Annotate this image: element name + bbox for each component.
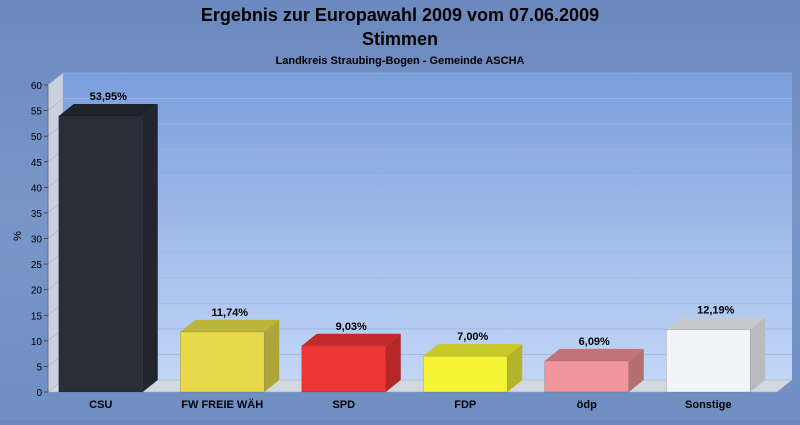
y-tick-label: 50 (31, 132, 43, 143)
y-tick-label: 35 (31, 209, 43, 220)
chart-title: Ergebnis zur Europawahl 2009 vom 07.06.2… (201, 5, 599, 25)
bar (422, 355, 508, 393)
x-tick-label: ödp (577, 399, 597, 411)
y-axis-label: % (12, 231, 24, 241)
y-tick-label: 30 (31, 235, 43, 246)
bar-side (142, 103, 158, 392)
gridline-side (47, 72, 64, 86)
bar-top (180, 319, 280, 332)
bar-top (544, 348, 644, 361)
plot-area: 0 5 10 15 20 25 30 35 40 45 50 55 60 53,95% CSU 11,74% F… (31, 72, 793, 411)
y-tick-label: 45 (31, 158, 43, 169)
y-tick-label: 25 (31, 260, 43, 271)
bar-data-label: 6,09% (579, 336, 610, 348)
bar (544, 360, 630, 393)
bar-top (666, 317, 766, 330)
y-tick-label: 0 (36, 388, 42, 399)
x-tick-label: FW FREIE WÄH (181, 398, 263, 411)
x-tick-label: SPD (332, 399, 355, 411)
x-tick-label: FDP (454, 399, 476, 411)
bar-side (385, 333, 401, 392)
y-tick-label: 55 (31, 107, 43, 118)
chart-region-label: Landkreis Straubing-Bogen - Gemeinde ASC… (276, 55, 525, 67)
bar (301, 345, 387, 393)
bar-side (750, 317, 766, 392)
x-tick-label: Sonstige (685, 399, 731, 411)
bar-side (264, 319, 280, 392)
bar-top (423, 344, 523, 357)
bar (179, 331, 265, 393)
bar (665, 329, 751, 393)
bar-data-label: 9,03% (336, 321, 367, 333)
bar-top (301, 333, 401, 346)
y-tick-label: 40 (31, 183, 43, 194)
y-tick-label: 60 (31, 81, 43, 92)
y-tick-label: 10 (31, 337, 43, 348)
bar-side (628, 348, 644, 392)
gridline-side (47, 98, 64, 111)
bar-data-label: 53,95% (90, 91, 128, 103)
y-tick-label: 5 (36, 362, 42, 373)
bar (58, 115, 144, 393)
bar-data-label: 11,74% (211, 307, 248, 319)
bar-side (507, 344, 523, 392)
y-tick-label: 20 (31, 286, 43, 297)
bar-top (58, 103, 158, 116)
chart-subtitle: Stimmen (362, 29, 438, 49)
bar-data-label: 7,00% (457, 331, 488, 343)
bar-data-label: 12,19% (697, 305, 735, 317)
y-tick-label: 15 (31, 311, 43, 322)
x-tick-label: CSU (89, 399, 112, 411)
